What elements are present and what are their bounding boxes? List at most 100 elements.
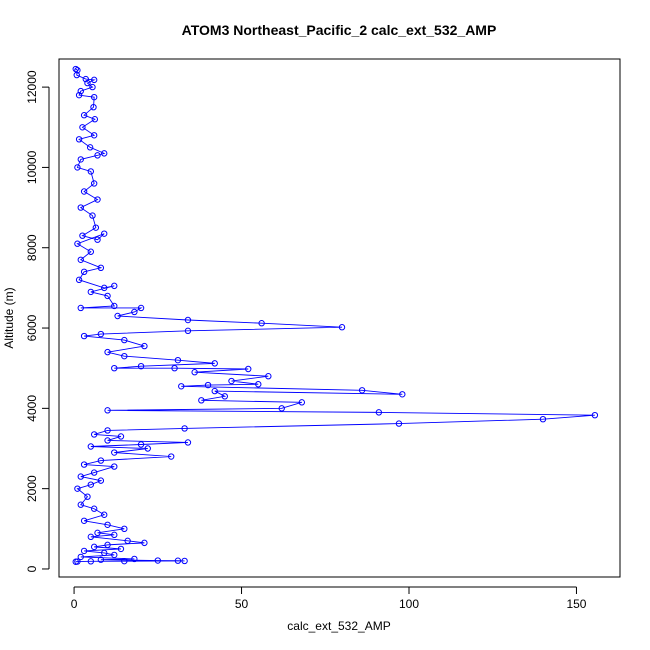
data-point: [184, 439, 192, 446]
data-point: [168, 453, 175, 460]
data-point: [87, 168, 95, 175]
data-point: [90, 132, 98, 139]
data-point: [94, 529, 101, 537]
series-line-group: [75, 68, 595, 563]
data-point: [82, 75, 89, 83]
data-point: [204, 381, 212, 389]
data-point: [94, 196, 101, 203]
data-point: [97, 556, 105, 563]
data-point: [77, 256, 84, 263]
data-point: [137, 362, 145, 370]
data-point: [90, 76, 98, 84]
data-point: [181, 425, 188, 432]
data-point: [77, 87, 84, 95]
data-point: [399, 391, 406, 398]
data-point: [191, 369, 198, 376]
data-point: [87, 248, 95, 255]
data-point: [90, 505, 98, 512]
data-point: [89, 83, 96, 91]
x-axis-label: calc_ext_532_AMP: [287, 619, 390, 633]
data-point: [121, 336, 128, 344]
data-point: [75, 91, 83, 99]
data-point: [258, 320, 265, 327]
x-tick-label: 50: [235, 597, 249, 611]
x-tick-label: 150: [566, 597, 586, 611]
data-point: [84, 79, 91, 87]
data-point: [154, 557, 162, 564]
data-point: [79, 232, 86, 239]
data-point: [278, 405, 285, 412]
data-point: [87, 443, 95, 450]
data-point: [171, 364, 178, 372]
data-point: [591, 411, 599, 419]
data-point: [90, 103, 97, 111]
data-point: [104, 437, 111, 444]
data-point: [74, 67, 81, 74]
data-point: [91, 116, 99, 123]
data-point: [90, 469, 98, 476]
data-point: [90, 543, 98, 551]
data-point: [104, 348, 111, 356]
y-tick-label: 0: [25, 565, 39, 572]
data-point: [84, 493, 91, 500]
data-point: [184, 327, 192, 335]
data-point: [97, 264, 105, 272]
data-point: [228, 377, 235, 385]
data-point: [79, 124, 86, 131]
data-point: [77, 156, 84, 163]
data-point: [80, 461, 88, 468]
data-point: [111, 302, 118, 310]
x-tick-label: 100: [399, 597, 419, 611]
data-point: [111, 551, 118, 559]
data-point: [141, 539, 148, 547]
data-point: [131, 555, 138, 563]
data-point: [101, 549, 108, 557]
data-point: [97, 477, 105, 484]
data-point: [72, 65, 79, 73]
data-point: [77, 473, 84, 480]
data-point: [90, 180, 98, 187]
data-point: [94, 152, 101, 159]
data-point: [104, 407, 111, 414]
data-point: [111, 282, 118, 290]
y-axis-label: Altitude (m): [2, 287, 16, 348]
data-point: [87, 481, 95, 488]
data-point: [221, 393, 228, 400]
y-tick-label: 10000: [25, 150, 39, 184]
data-point: [74, 240, 81, 247]
data-point: [111, 449, 118, 456]
data-point: [144, 445, 151, 452]
data-point: [104, 427, 111, 434]
y-tick-label: 2000: [25, 475, 39, 502]
data-point: [131, 308, 138, 316]
series-line: [75, 68, 595, 563]
data-point: [80, 268, 88, 276]
data-point: [395, 420, 403, 427]
data-point: [338, 324, 346, 331]
data-point: [298, 399, 306, 406]
data-point: [77, 501, 84, 508]
data-point: [77, 304, 84, 312]
data-point: [111, 364, 118, 372]
data-point: [97, 330, 105, 338]
data-point: [74, 164, 81, 171]
data-point: [80, 547, 88, 555]
data-point: [73, 71, 80, 79]
data-point: [111, 463, 118, 470]
data-point: [101, 511, 108, 518]
data-point: [104, 521, 111, 528]
data-point: [104, 541, 111, 549]
data-point: [87, 288, 95, 296]
data-point: [75, 136, 83, 143]
y-tick-label: 8000: [25, 234, 39, 261]
data-point: [90, 93, 98, 101]
data-point: [141, 342, 148, 350]
data-point: [80, 188, 88, 195]
data-point: [117, 433, 125, 440]
data-point: [121, 525, 128, 533]
data-point: [539, 415, 547, 423]
data-point: [74, 485, 81, 492]
data-point: [90, 431, 98, 438]
data-point: [174, 356, 182, 364]
